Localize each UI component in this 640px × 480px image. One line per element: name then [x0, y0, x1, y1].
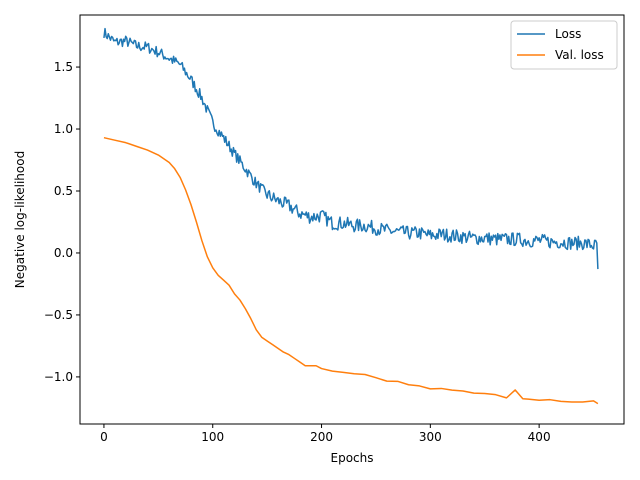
- x-tick-label: 400: [528, 430, 551, 444]
- y-axis-label: Negative log-likelihood: [13, 151, 27, 288]
- plot-frame: [79, 14, 625, 425]
- legend: Loss Val. loss: [510, 20, 618, 70]
- y-tick-label: −1.0: [44, 370, 73, 384]
- x-axis-ticks: 0 100 200 300 400: [100, 424, 551, 444]
- series-line-loss: [103, 27, 599, 270]
- x-tick-label: 0: [100, 430, 108, 444]
- y-tick-label: 0.0: [54, 246, 73, 260]
- series-layer: [103, 27, 599, 405]
- legend-label: Loss: [555, 27, 581, 41]
- x-tick-label: 300: [419, 430, 442, 444]
- legend-box: [510, 20, 618, 70]
- y-tick-label: 0.5: [54, 184, 73, 198]
- y-tick-label: 1.5: [54, 60, 73, 74]
- y-tick-label: 1.0: [54, 122, 73, 136]
- legend-label: Val. loss: [555, 48, 604, 62]
- x-tick-label: 100: [201, 430, 224, 444]
- y-axis-ticks: −1.0 −0.5 0.0 0.5 1.0 1.5: [44, 60, 80, 384]
- series-line-val-loss: [103, 136, 599, 405]
- x-axis-label: Epochs: [331, 451, 374, 465]
- x-tick-label: 200: [310, 430, 333, 444]
- y-tick-label: −0.5: [44, 308, 73, 322]
